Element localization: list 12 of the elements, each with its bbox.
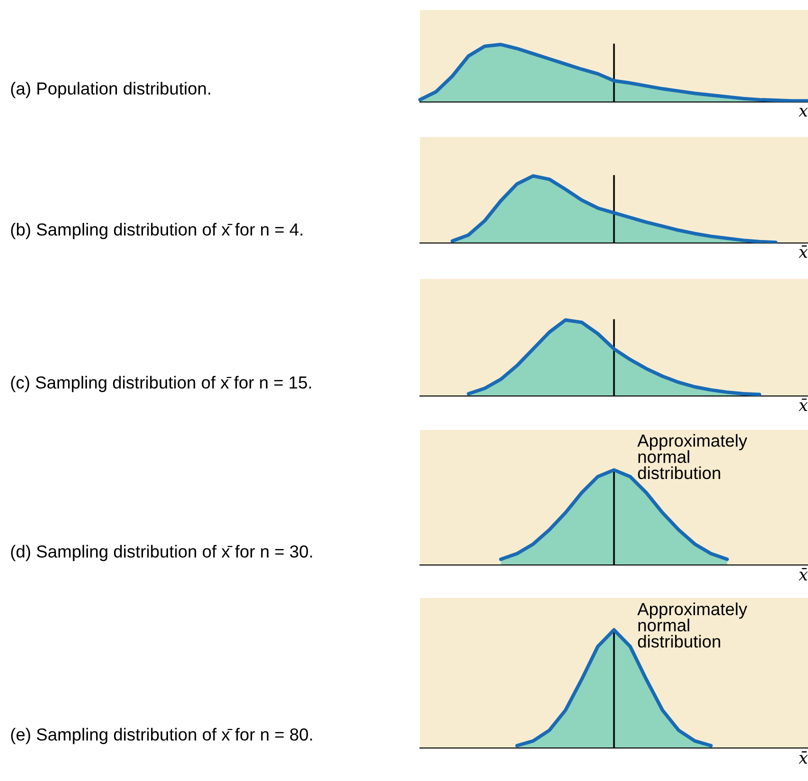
x-axis-title: x̄ <box>798 568 808 580</box>
y-axis-title: (c) Sampling distribution of x̄ for n = 15. <box>11 376 311 392</box>
y-axis-title: (e) Sampling distribution of x̄ for n = 80. <box>11 728 312 744</box>
x-axis-title: x̄ <box>798 751 808 764</box>
y-axis-title: (b) Sampling distribution of x̄ for n = 4. <box>11 222 302 240</box>
x-axis-title: x̄ <box>798 398 808 412</box>
annotation: Approximately normal distribution <box>637 434 748 480</box>
x-axis-title: x̄ <box>798 245 808 258</box>
y-axis-title: (a) Population distribution. <box>11 82 210 98</box>
y-axis-title: (d) Sampling distribution of x̄ for n = 30. <box>11 544 312 562</box>
annotation: Approximately normal distribution <box>637 602 748 648</box>
x-axis-title: x <box>798 108 808 117</box>
